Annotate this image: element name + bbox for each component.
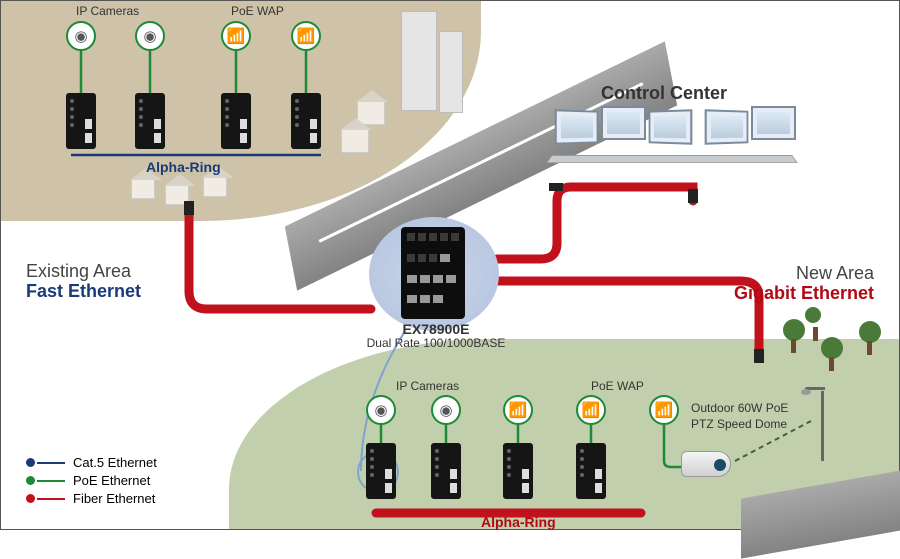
- wap-icon: 📶: [649, 395, 679, 425]
- center-switch-icon: [401, 227, 465, 319]
- label-fast-ethernet: Fast Ethernet: [26, 281, 141, 302]
- label-outdoor-line1: Outdoor 60W PoE: [691, 401, 788, 415]
- streetlamp-icon: [821, 391, 824, 461]
- label-control-center: Control Center: [601, 83, 727, 104]
- label-poe-wap-top: PoE WAP: [231, 4, 284, 18]
- wap-icon: 📶: [291, 21, 321, 51]
- house-icon: [341, 129, 369, 153]
- switch-icon: [366, 443, 396, 499]
- label-ip-cameras-top: IP Cameras: [76, 4, 139, 18]
- label-outdoor-ptz: Outdoor 60W PoE PTZ Speed Dome: [691, 401, 788, 432]
- label-existing-area: Existing Area: [26, 261, 131, 282]
- camera-icon: ◉: [431, 395, 461, 425]
- switch-icon: [291, 93, 321, 149]
- label-gigabit-ethernet: Gigabit Ethernet: [734, 283, 874, 304]
- house-icon: [203, 177, 227, 197]
- camera-icon: ◉: [66, 21, 96, 51]
- house-icon: [165, 185, 189, 205]
- wap-icon: 📶: [503, 395, 533, 425]
- legend-dot-icon: [26, 494, 35, 503]
- legend-line-icon: [37, 480, 65, 482]
- label-ex-desc: Dual Rate 100/1000BASE: [351, 336, 521, 350]
- camera-icon: ◉: [135, 21, 165, 51]
- legend-dot-icon: [26, 476, 35, 485]
- switch-icon: [431, 443, 461, 499]
- legend-item-poe: PoE Ethernet: [26, 473, 157, 488]
- legend: Cat.5 Ethernet PoE Ethernet Fiber Ethern…: [26, 452, 157, 509]
- tree-icon: [859, 321, 881, 343]
- switch-icon: [503, 443, 533, 499]
- building-icon: [401, 11, 437, 111]
- label-ip-cameras-bottom: IP Cameras: [396, 379, 459, 393]
- tree-icon: [805, 307, 821, 323]
- house-icon: [131, 179, 155, 199]
- label-alpha-ring-top: Alpha-Ring: [146, 159, 221, 175]
- label-poe-wap-bottom: PoE WAP: [591, 379, 644, 393]
- legend-label: Cat.5 Ethernet: [73, 455, 157, 470]
- label-new-area: New Area: [796, 263, 874, 284]
- legend-line-icon: [37, 462, 65, 464]
- legend-dot-icon: [26, 458, 35, 467]
- legend-item-fiber: Fiber Ethernet: [26, 491, 157, 506]
- control-center-icon: [561, 106, 781, 186]
- label-outdoor-line2: PTZ Speed Dome: [691, 417, 787, 431]
- tree-icon: [821, 337, 843, 359]
- building-icon: [439, 31, 463, 113]
- label-alpha-ring-bottom: Alpha-Ring: [481, 514, 556, 530]
- legend-item-cat5: Cat.5 Ethernet: [26, 455, 157, 470]
- switch-icon: [66, 93, 96, 149]
- wap-icon: 📶: [221, 21, 251, 51]
- switch-icon: [576, 443, 606, 499]
- legend-line-icon: [37, 498, 65, 500]
- switch-icon: [135, 93, 165, 149]
- label-ex-model: EX78900E: [376, 321, 496, 337]
- wap-icon: 📶: [576, 395, 606, 425]
- switch-icon: [221, 93, 251, 149]
- legend-label: Fiber Ethernet: [73, 491, 155, 506]
- camera-icon: ◉: [366, 395, 396, 425]
- tree-icon: [783, 319, 805, 341]
- legend-label: PoE Ethernet: [73, 473, 150, 488]
- ptz-camera-icon: [681, 451, 731, 477]
